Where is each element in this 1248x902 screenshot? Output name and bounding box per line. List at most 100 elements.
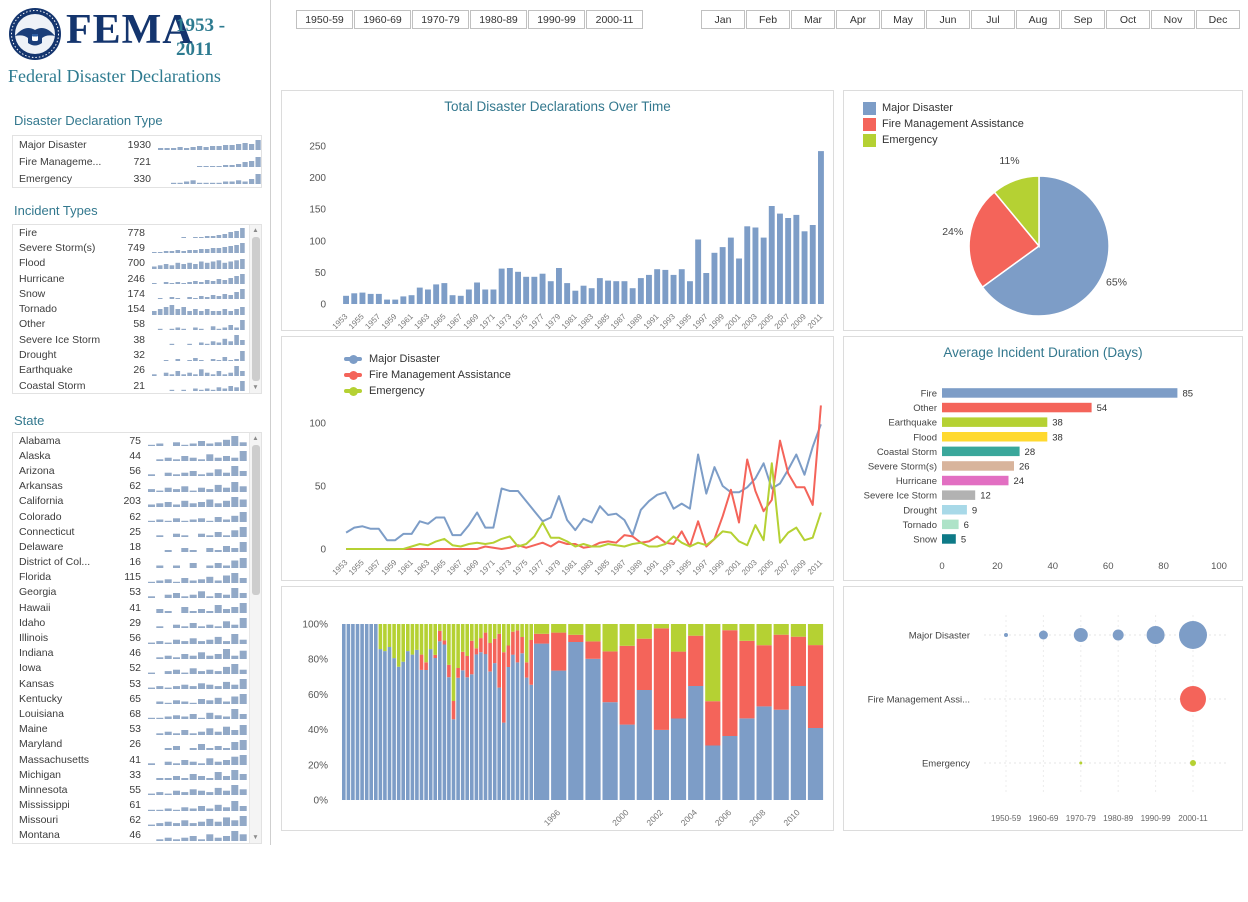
stacked-bar-2008[interactable] bbox=[756, 624, 772, 800]
year-bar-1982[interactable] bbox=[580, 285, 587, 304]
stacked-bar-1971[interactable] bbox=[424, 624, 428, 800]
stacked-bar-1967[interactable] bbox=[406, 624, 410, 800]
year-bar-2004[interactable] bbox=[760, 237, 767, 304]
pie-slice-fire-management-assistance[interactable] bbox=[968, 191, 1041, 289]
year-bar-1987[interactable] bbox=[621, 281, 628, 304]
scroll-down-arrow[interactable]: ▼ bbox=[252, 834, 259, 841]
stacked-bar-1981[interactable] bbox=[470, 624, 474, 800]
year-bar-1970[interactable] bbox=[482, 289, 489, 305]
duration-bar-earthquake[interactable] bbox=[942, 417, 1048, 427]
state-row-district-of-col-[interactable]: District of Col... 16 bbox=[13, 555, 261, 570]
incident-row-tornado[interactable]: Tornado 154 bbox=[13, 301, 261, 316]
state-row-illinois[interactable]: Illinois 56 bbox=[13, 630, 261, 645]
stacked-bar-1989[interactable] bbox=[506, 624, 511, 800]
stacked-bar-1957[interactable] bbox=[360, 624, 364, 800]
month-filter-mar[interactable]: Mar bbox=[791, 10, 835, 29]
stacked-bar-1958[interactable] bbox=[364, 624, 369, 800]
line-series-major-disaster[interactable] bbox=[345, 423, 822, 542]
state-row-delaware[interactable]: Delaware 18 bbox=[13, 539, 261, 554]
duration-bar-snow[interactable] bbox=[942, 534, 956, 544]
year-bar-1975[interactable] bbox=[523, 276, 530, 304]
year-bar-1974[interactable] bbox=[515, 271, 521, 304]
state-row-alabama[interactable]: Alabama 75 bbox=[13, 433, 261, 448]
year-bar-1995[interactable] bbox=[687, 281, 693, 304]
state-row-florida[interactable]: Florida 115 bbox=[13, 570, 261, 585]
state-row-kentucky[interactable]: Kentucky 65 bbox=[13, 691, 261, 706]
bubble-major-disaster-2000-11[interactable] bbox=[1179, 621, 1207, 649]
stacked-bar-2000[interactable] bbox=[619, 624, 635, 800]
stacked-bar-1960[interactable] bbox=[374, 624, 378, 800]
decade-filter-1950-59[interactable]: 1950-59 bbox=[296, 10, 353, 29]
scroll-up-arrow[interactable]: ▲ bbox=[252, 227, 259, 234]
state-row-massachusetts[interactable]: Massachusetts 41 bbox=[13, 752, 261, 767]
stacked-bar-1975[interactable] bbox=[442, 624, 447, 800]
month-filter-may[interactable]: May bbox=[881, 10, 925, 29]
bubble-major-disaster-1970-79[interactable] bbox=[1073, 628, 1088, 642]
stacked-bar-1964[interactable] bbox=[392, 624, 396, 800]
year-bar-1959[interactable] bbox=[392, 299, 399, 304]
stacked-bar-1995[interactable] bbox=[534, 624, 550, 800]
stacked-bar-1982[interactable] bbox=[474, 624, 479, 800]
stacked-bar-2007[interactable] bbox=[739, 624, 755, 800]
decade-filter-2000-11[interactable]: 2000-11 bbox=[586, 10, 643, 29]
bubble-emergency-1970-79[interactable] bbox=[1079, 761, 1083, 765]
state-row-kansas[interactable]: Kansas 53 bbox=[13, 676, 261, 691]
year-bar-2005[interactable] bbox=[768, 206, 775, 304]
year-bar-1988[interactable] bbox=[629, 288, 636, 304]
stacked-bar-1988[interactable] bbox=[502, 624, 506, 800]
month-filter-jun[interactable]: Jun bbox=[926, 10, 970, 29]
year-bar-2006[interactable] bbox=[777, 213, 783, 304]
incident-row-snow[interactable]: Snow 174 bbox=[13, 286, 261, 301]
year-bar-1986[interactable] bbox=[613, 281, 620, 304]
duration-bar-severe-ice-storm[interactable] bbox=[942, 490, 976, 500]
incident-row-drought[interactable]: Drought 32 bbox=[13, 347, 261, 362]
stacked-bar-1980[interactable] bbox=[465, 624, 469, 800]
stacked-bar-1974[interactable] bbox=[438, 624, 442, 800]
stacked-bar-1994[interactable] bbox=[529, 624, 533, 800]
duration-bar-other[interactable] bbox=[942, 402, 1092, 413]
month-filter-feb[interactable]: Feb bbox=[746, 10, 790, 29]
year-bar-1978[interactable] bbox=[547, 281, 554, 304]
month-filter-sep[interactable]: Sep bbox=[1061, 10, 1105, 29]
stacked-bar-1970[interactable] bbox=[419, 624, 424, 800]
legend-item[interactable]: Major Disaster bbox=[863, 100, 1024, 116]
year-bar-1962[interactable] bbox=[416, 287, 423, 304]
year-bar-1971[interactable] bbox=[490, 289, 497, 305]
year-bar-1967[interactable] bbox=[457, 295, 464, 304]
decl-row-major-disaster[interactable]: Major Disaster 1930 bbox=[13, 136, 261, 153]
scroll-thumb[interactable] bbox=[251, 445, 260, 595]
stacked-bar-1984[interactable] bbox=[483, 624, 488, 800]
stacked-bar-2010[interactable] bbox=[790, 624, 806, 800]
year-bar-1961[interactable] bbox=[408, 295, 415, 304]
year-bar-1965[interactable] bbox=[441, 283, 448, 304]
stacked-bar-1985[interactable] bbox=[488, 624, 492, 800]
year-bar-1985[interactable] bbox=[605, 280, 611, 304]
duration-bar-flood[interactable] bbox=[942, 432, 1048, 442]
year-bar-2002[interactable] bbox=[744, 226, 751, 304]
year-bar-1957[interactable] bbox=[375, 293, 382, 304]
stacked-bar-1987[interactable] bbox=[497, 624, 501, 800]
state-row-arizona[interactable]: Arizona 56 bbox=[13, 463, 261, 478]
stacked-bar-1959[interactable] bbox=[369, 624, 373, 800]
month-filter-jan[interactable]: Jan bbox=[701, 10, 745, 29]
stacked-bar-1991[interactable] bbox=[515, 624, 520, 800]
decade-filter-1960-69[interactable]: 1960-69 bbox=[354, 10, 411, 29]
stacked-bar-1983[interactable] bbox=[479, 624, 483, 800]
year-bar-1966[interactable] bbox=[449, 295, 456, 304]
stacked-bar-1956[interactable] bbox=[355, 624, 360, 800]
scrollbar[interactable]: ▲ ▼ bbox=[249, 225, 261, 393]
stacked-bar-1963[interactable] bbox=[387, 624, 392, 800]
bubble-major-disaster-1980-89[interactable] bbox=[1112, 629, 1124, 641]
year-bar-1956[interactable] bbox=[367, 293, 374, 304]
year-bar-1991[interactable] bbox=[654, 269, 661, 304]
stacked-bar-1969[interactable] bbox=[415, 624, 419, 800]
year-bar-1972[interactable] bbox=[498, 268, 505, 304]
year-bar-1994[interactable] bbox=[678, 269, 685, 304]
stacked-bar-1976[interactable] bbox=[447, 624, 451, 800]
year-bar-1973[interactable] bbox=[506, 268, 513, 304]
month-filter-nov[interactable]: Nov bbox=[1151, 10, 1195, 29]
decade-filter-1970-79[interactable]: 1970-79 bbox=[412, 10, 469, 29]
month-filter-apr[interactable]: Apr bbox=[836, 10, 880, 29]
state-row-idaho[interactable]: Idaho 29 bbox=[13, 615, 261, 630]
duration-bar-coastal-storm[interactable] bbox=[942, 446, 1020, 457]
